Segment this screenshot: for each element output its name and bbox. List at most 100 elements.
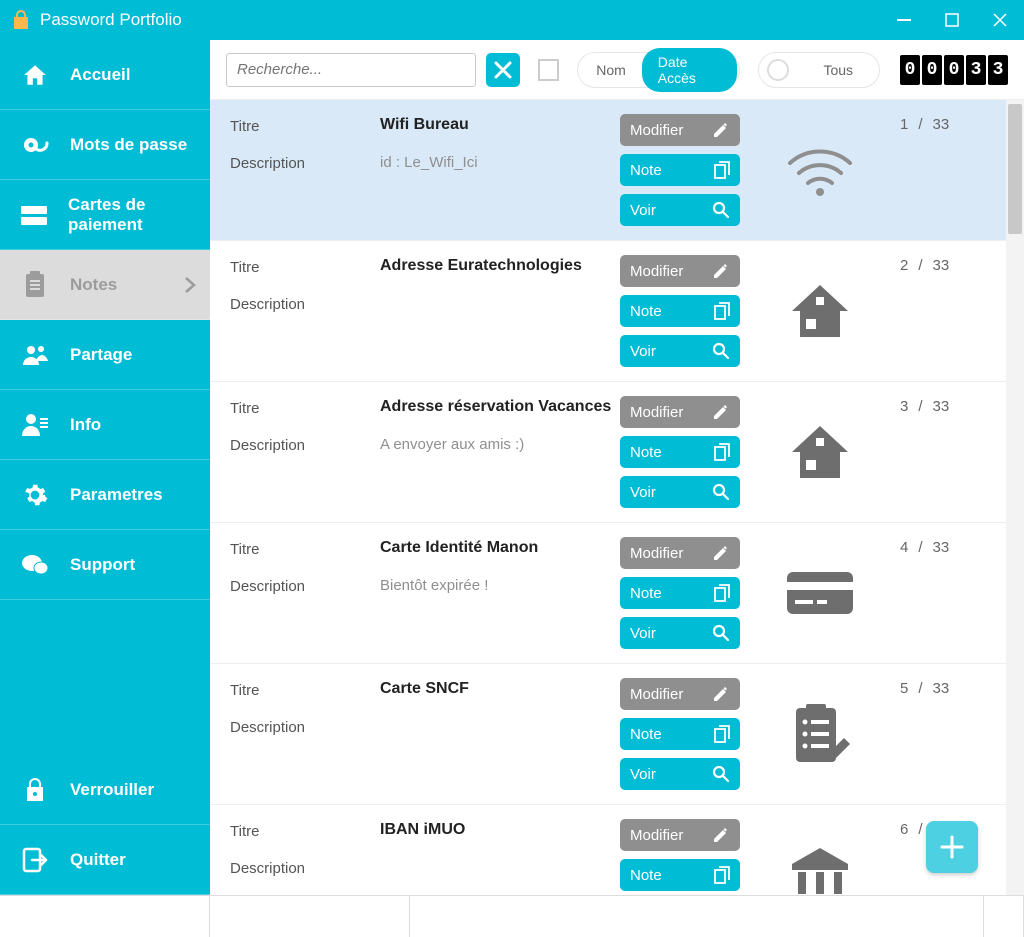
modify-button[interactable]: Modifier (620, 819, 740, 851)
home-icon (740, 255, 900, 367)
info-icon (20, 410, 50, 440)
note-button[interactable]: Note (620, 718, 740, 750)
view-button[interactable]: Voir (620, 476, 740, 508)
view-button[interactable]: Voir (620, 758, 740, 790)
pencil-icon (712, 121, 730, 139)
sidebar-item-quitter[interactable]: Quitter (0, 825, 210, 895)
note-title: IBAN iMUO (380, 821, 620, 839)
row-index: 5/33 (900, 678, 990, 790)
filter-all[interactable]: Tous (793, 56, 877, 84)
sidebar-item-info[interactable]: Info (0, 390, 210, 460)
note-button[interactable]: Note (620, 859, 740, 891)
pencil-icon (712, 403, 730, 421)
note-title: Carte SNCF (380, 680, 620, 698)
counter-digit: 0 (922, 55, 942, 85)
sidebar-item-cartes-de-paiement[interactable]: Cartes de paiement (0, 180, 210, 250)
counter-digit: 3 (988, 55, 1008, 85)
copy-icon (714, 866, 730, 884)
scrollbar[interactable] (1006, 100, 1024, 895)
bank-icon (740, 819, 900, 895)
sort-by-name[interactable]: Nom (580, 56, 642, 84)
note-row[interactable]: TitreDescriptionCarte Identité ManonBien… (210, 523, 1024, 664)
filter-radio[interactable] (767, 59, 789, 81)
modify-button[interactable]: Modifier (620, 255, 740, 287)
cartes-de-paiement-icon (20, 200, 48, 230)
modify-button[interactable]: Modifier (620, 396, 740, 428)
note-button[interactable]: Note (620, 577, 740, 609)
clear-search-button[interactable] (486, 53, 520, 87)
note-row[interactable]: TitreDescriptionAdresse Euratechnologies… (210, 241, 1024, 382)
view-button[interactable]: Voir (620, 335, 740, 367)
copy-icon (714, 725, 730, 743)
sidebar-item-notes[interactable]: Notes (0, 250, 210, 320)
modify-button[interactable]: Modifier (620, 114, 740, 146)
counter-digit: 0 (944, 55, 964, 85)
parametres-icon (20, 480, 50, 510)
row-index: 1/33 (900, 114, 990, 226)
description-label: Description (230, 719, 380, 736)
title-label: Titre (230, 118, 380, 135)
notes-icon (20, 270, 50, 300)
pencil-icon (712, 826, 730, 844)
view-button[interactable]: Voir (620, 617, 740, 649)
sidebar-item-label: Mots de passe (70, 135, 187, 155)
title-label: Titre (230, 259, 380, 276)
note-row[interactable]: TitreDescriptionCarte SNCFModifierNoteVo… (210, 664, 1024, 805)
main-panel: Nom Date Accès Tous 00033 TitreDescripti… (210, 40, 1024, 895)
scrollbar-thumb[interactable] (1008, 104, 1022, 234)
note-description: A envoyer aux amis :) (380, 436, 620, 453)
sidebar-item-accueil[interactable]: Accueil (0, 40, 210, 110)
window-title: Password Portfolio (40, 10, 880, 30)
sidebar-item-verrouiller[interactable]: Verrouiller (0, 755, 210, 825)
search-icon (712, 342, 730, 360)
copy-icon (714, 584, 730, 602)
note-title: Carte Identité Manon (380, 539, 620, 557)
wifi-icon (740, 114, 900, 226)
sidebar-item-support[interactable]: Support (0, 530, 210, 600)
sidebar-item-parametres[interactable]: Parametres (0, 460, 210, 530)
search-icon (712, 624, 730, 642)
sidebar-item-mots-de-passe[interactable]: Mots de passe (0, 110, 210, 180)
pencil-icon (712, 262, 730, 280)
modify-button[interactable]: Modifier (620, 537, 740, 569)
note-title: Adresse réservation Vacances (380, 398, 620, 416)
minimize-button[interactable] (880, 0, 928, 40)
sidebar-item-partage[interactable]: Partage (0, 320, 210, 390)
title-label: Titre (230, 400, 380, 417)
sidebar: Accueil Mots de passe Cartes de paiement No… (0, 40, 210, 895)
modify-button[interactable]: Modifier (620, 678, 740, 710)
sidebar-item-label: Notes (70, 275, 117, 295)
row-index: 2/33 (900, 255, 990, 367)
close-button[interactable] (976, 0, 1024, 40)
toolbar: Nom Date Accès Tous 00033 (210, 40, 1024, 100)
sidebar-item-label: Partage (70, 345, 132, 365)
note-button[interactable]: Note (620, 436, 740, 468)
chevron-right-icon (184, 276, 196, 294)
mots-de-passe-icon (20, 130, 50, 160)
note-row[interactable]: Titre Description Adresse réservation Vaca… (210, 382, 1024, 523)
add-note-button[interactable] (926, 821, 978, 873)
notes-list: TitreDescriptionWifi Bureauid : Le_Wifi_… (210, 100, 1024, 895)
home-icon (740, 396, 900, 508)
sort-by-date[interactable]: Date Accès (642, 48, 738, 92)
title-label: Titre (230, 541, 380, 558)
record-counter: 00033 (900, 55, 1008, 85)
note-row[interactable]: TitreDescriptionIBAN iMUOModifierNoteVoi… (210, 805, 1024, 895)
filter-checkbox[interactable] (538, 59, 559, 81)
pencil-icon (712, 544, 730, 562)
note-button[interactable]: Note (620, 295, 740, 327)
search-icon (712, 483, 730, 501)
counter-digit: 0 (900, 55, 920, 85)
counter-digit: 3 (966, 55, 986, 85)
search-input[interactable] (226, 53, 476, 87)
filter-group: Tous (758, 52, 880, 88)
note-button[interactable]: Note (620, 154, 740, 186)
copy-icon (714, 302, 730, 320)
view-button[interactable]: Voir (620, 194, 740, 226)
sidebar-item-label: Parametres (70, 485, 163, 505)
note-row[interactable]: TitreDescriptionWifi Bureauid : Le_Wifi_… (210, 100, 1024, 241)
description-label: Description (230, 437, 380, 454)
row-index: 4/33 (900, 537, 990, 649)
sidebar-item-label: Support (70, 555, 135, 575)
maximize-button[interactable] (928, 0, 976, 40)
